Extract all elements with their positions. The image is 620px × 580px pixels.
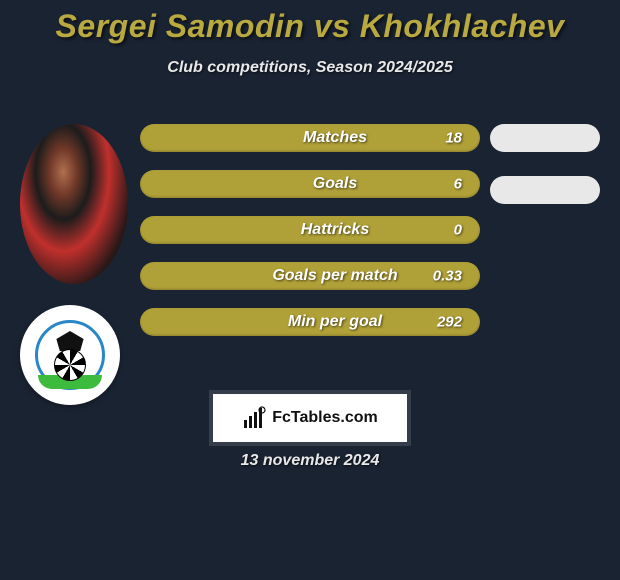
stat-bar-min-per-goal: Min per goal 292 [140, 308, 480, 336]
stat-label: Goals [313, 175, 357, 192]
page-title: Sergei Samodin vs Khokhlachev [0, 0, 620, 45]
stat-value: 0 [454, 222, 462, 239]
stat-label: Hattricks [301, 221, 369, 238]
stat-bar-matches: Matches 18 [140, 124, 480, 152]
stat-label: Goals per match [272, 267, 397, 284]
stat-label: Matches [303, 129, 367, 146]
site-badge[interactable]: FcTables.com [213, 394, 407, 442]
club-badge: 1957 [20, 305, 120, 405]
player-photo [20, 124, 128, 284]
blank-pill [490, 176, 600, 204]
stats-area: Matches 18 Goals 6 Hattricks 0 Goals per… [140, 124, 480, 354]
chart-bars-icon [242, 406, 266, 430]
stat-bar-hattricks: Hattricks 0 [140, 216, 480, 244]
subtitle: Club competitions, Season 2024/2025 [0, 59, 620, 77]
stat-value: 18 [445, 130, 462, 147]
stat-bar-goals-per-match: Goals per match 0.33 [140, 262, 480, 290]
site-name: FcTables.com [272, 409, 378, 427]
stat-value: 6 [454, 176, 462, 193]
date: 13 november 2024 [0, 452, 620, 470]
stat-bar-goals: Goals 6 [140, 170, 480, 198]
stat-value: 0.33 [433, 268, 462, 285]
stat-label: Min per goal [288, 313, 382, 330]
stat-value: 292 [437, 314, 462, 331]
blank-pill [490, 124, 600, 152]
